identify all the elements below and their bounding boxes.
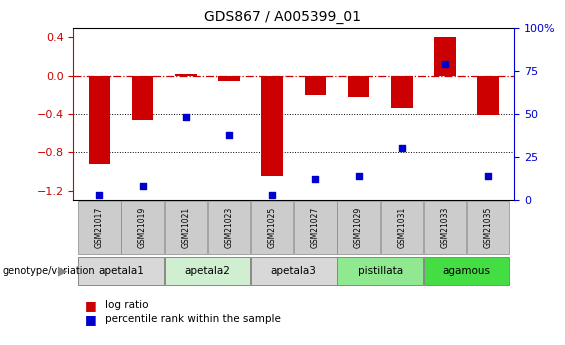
Bar — [251, 257, 337, 285]
Bar — [262, 76, 283, 176]
Bar — [294, 201, 337, 254]
Point — [354, 173, 363, 179]
Text: GSM21021: GSM21021 — [181, 207, 190, 248]
Bar — [348, 76, 370, 97]
Bar — [78, 257, 164, 285]
Point — [484, 173, 493, 179]
Bar — [337, 201, 380, 254]
Bar — [477, 76, 499, 115]
Text: GSM21035: GSM21035 — [484, 207, 493, 248]
Point — [138, 184, 147, 189]
Text: GSM21033: GSM21033 — [441, 207, 450, 248]
Bar — [391, 76, 412, 108]
Text: GSM21019: GSM21019 — [138, 207, 147, 248]
Text: log ratio: log ratio — [105, 300, 148, 310]
Text: GDS867 / A005399_01: GDS867 / A005399_01 — [204, 10, 361, 24]
Text: GSM21027: GSM21027 — [311, 207, 320, 248]
Point — [311, 177, 320, 182]
Text: GSM21025: GSM21025 — [268, 207, 277, 248]
Text: percentile rank within the sample: percentile rank within the sample — [105, 314, 280, 324]
Bar — [175, 73, 197, 76]
Bar — [381, 201, 423, 254]
Bar — [424, 201, 466, 254]
Point — [224, 132, 233, 137]
Bar — [164, 201, 207, 254]
Text: ▶: ▶ — [58, 264, 68, 277]
Point — [441, 61, 450, 67]
Text: apetala2: apetala2 — [184, 266, 231, 276]
Text: agamous: agamous — [442, 266, 490, 276]
Bar — [78, 201, 120, 254]
Bar — [434, 37, 456, 76]
Text: genotype/variation: genotype/variation — [3, 266, 95, 276]
Point — [95, 192, 104, 198]
Text: ■: ■ — [85, 299, 97, 312]
Point — [268, 192, 277, 198]
Text: apetala3: apetala3 — [271, 266, 317, 276]
Text: ■: ■ — [85, 313, 97, 326]
Bar — [218, 76, 240, 81]
Bar — [467, 201, 510, 254]
Bar — [424, 257, 510, 285]
Text: apetala1: apetala1 — [98, 266, 144, 276]
Bar — [164, 257, 250, 285]
Text: GSM21029: GSM21029 — [354, 207, 363, 248]
Text: pistillata: pistillata — [358, 266, 403, 276]
Point — [181, 115, 190, 120]
Point — [397, 146, 406, 151]
Bar — [121, 201, 164, 254]
Bar — [337, 257, 423, 285]
Text: GSM21017: GSM21017 — [95, 207, 104, 248]
Bar — [208, 201, 250, 254]
Bar — [305, 76, 326, 95]
Text: GSM21023: GSM21023 — [224, 207, 233, 248]
Bar — [251, 201, 293, 254]
Bar — [89, 76, 110, 164]
Bar — [132, 76, 153, 120]
Text: GSM21031: GSM21031 — [397, 207, 406, 248]
